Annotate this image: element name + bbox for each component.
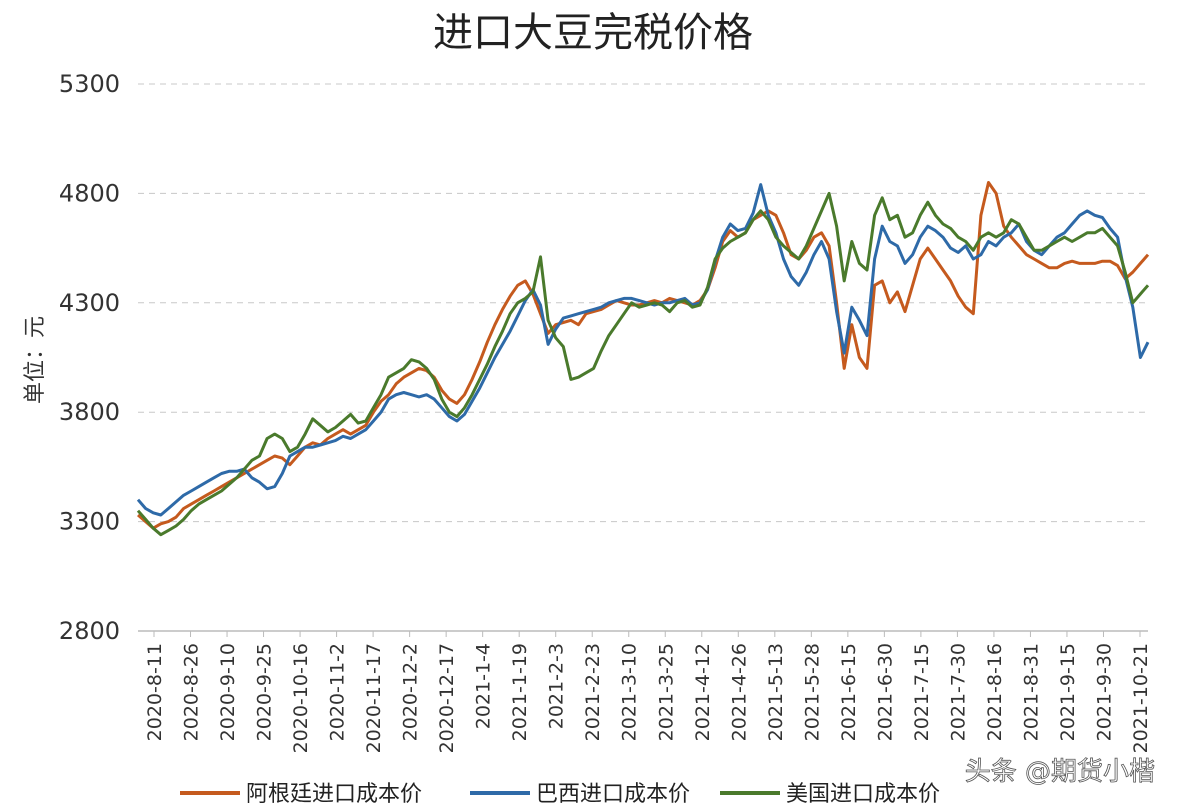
legend-label-1: 巴西进口成本价: [536, 782, 690, 807]
x-tick-label: 2021-7-30: [947, 643, 969, 741]
x-tick-label: 2021-6-15: [838, 643, 860, 741]
x-tick-label: 2021-4-26: [728, 643, 750, 741]
y-axis-label: 单位：元: [23, 316, 48, 404]
chart-title: 进口大豆完税价格: [433, 10, 753, 56]
x-tick-label: 2020-11-2: [327, 643, 349, 741]
y-tick-label: 3800: [59, 398, 120, 426]
gridlines: [138, 83, 1148, 523]
x-tick-label: 2021-7-15: [911, 643, 933, 741]
x-tick-label: 2020-12-17: [436, 643, 458, 753]
x-tick-label: 2021-2-23: [582, 643, 604, 741]
x-tick-label: 2020-9-10: [217, 643, 239, 741]
x-tick-label: 2021-8-31: [1020, 643, 1042, 741]
y-tick-label: 4800: [59, 179, 120, 207]
y-tick-label: 4300: [59, 289, 120, 317]
x-tick-label: 2021-1-19: [509, 643, 531, 741]
series-line-2: [136, 191, 1150, 537]
y-tick-label: 2800: [59, 617, 120, 645]
x-tick-label: 2021-9-30: [1093, 643, 1115, 741]
x-tick-label: 2021-2-3: [546, 643, 568, 729]
legend: 阿根廷进口成本价 巴西进口成本价 美国进口成本价: [180, 782, 940, 807]
series-line-0: [137, 181, 1150, 530]
watermark: 头条 @期货小楷: [965, 757, 1155, 787]
x-tick-label: 2020-9-25: [254, 643, 276, 741]
x-tick-labels: 2020-8-11 2020-8-26 2020-9-10 2020-9-25 2020…: [144, 631, 1152, 753]
x-tick-label: 2021-3-10: [619, 643, 641, 741]
x-tick-label: 2021-8-16: [984, 643, 1006, 741]
x-tick-label: 2021-10-21: [1130, 643, 1152, 753]
x-tick-label: 2020-8-26: [181, 643, 203, 741]
x-tick-label: 2020-8-11: [144, 643, 166, 741]
x-tick-label: 2021-5-13: [765, 643, 787, 741]
x-tick-label: 2021-1-4: [473, 643, 495, 729]
legend-label-2: 美国进口成本价: [786, 782, 940, 807]
x-tick-label: 2021-6-30: [874, 643, 896, 741]
x-tick-label: 2021-5-28: [801, 643, 823, 741]
x-tick-label: 2021-4-12: [692, 643, 714, 741]
legend-label-0: 阿根廷进口成本价: [246, 782, 422, 807]
y-tick-labels: 2800 3300 3800 4300 4800 5300: [59, 70, 120, 645]
x-tick-label: 2020-12-2: [400, 643, 422, 741]
x-tick-label: 2020-10-16: [290, 643, 312, 753]
x-tick-label: 2020-11-17: [363, 643, 385, 753]
series-line-1: [136, 183, 1150, 517]
x-tick-label: 2021-3-25: [655, 643, 677, 741]
series-lines: [136, 181, 1150, 537]
x-tick-label: 2021-9-15: [1057, 643, 1079, 741]
y-tick-label: 3300: [59, 508, 120, 536]
y-tick-label: 5300: [59, 70, 120, 98]
